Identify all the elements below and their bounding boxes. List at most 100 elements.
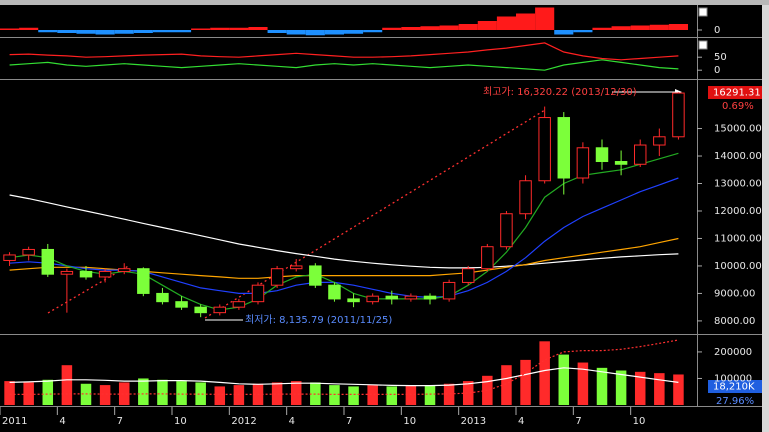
bar	[405, 385, 417, 405]
bar	[19, 27, 39, 30]
bar	[558, 354, 570, 405]
candle-body	[309, 265, 322, 286]
bar	[420, 26, 440, 30]
volume-tag-box	[708, 380, 762, 393]
bar	[668, 24, 688, 30]
candle-body	[672, 92, 685, 138]
bar	[577, 362, 589, 405]
candle-body	[423, 295, 437, 300]
y-tick-label: 9000.00	[714, 288, 755, 299]
panel-button[interactable]	[698, 40, 708, 50]
bar	[324, 30, 344, 35]
bar	[191, 28, 211, 30]
bar	[42, 379, 54, 405]
y-tick-label: 15000.00	[714, 124, 762, 135]
candle-body	[79, 270, 93, 278]
x-tick-label: 4	[518, 416, 524, 427]
candle-body	[576, 147, 590, 179]
bar	[477, 21, 497, 30]
candle-body	[519, 180, 532, 215]
bar	[305, 30, 325, 36]
bar	[535, 7, 555, 30]
price-tag-box	[708, 86, 762, 99]
high-label: 최고가: 16,320.22 (2013/12/30)	[483, 86, 637, 98]
bar	[23, 382, 34, 405]
bar	[114, 30, 134, 34]
x-tick-label: 7	[117, 416, 123, 427]
bar	[611, 26, 631, 30]
volume-ratio: 27.96%	[716, 396, 754, 407]
bar	[210, 27, 230, 30]
series-line	[9, 42, 679, 61]
candle-body	[175, 301, 188, 308]
candle-body	[633, 144, 647, 165]
candle-body	[41, 248, 55, 275]
x-tick-label: 2013	[461, 416, 486, 427]
candle-body	[595, 147, 609, 163]
y-tick-label: 8000.00	[714, 316, 755, 327]
price-tag: 16291.31	[713, 88, 761, 99]
bar	[271, 382, 283, 405]
candle-body	[232, 301, 246, 308]
bar	[214, 386, 226, 405]
bar	[458, 24, 478, 30]
y-tick-label: 14000.00	[714, 151, 762, 162]
low-label: 최저가: 8,135.79 (2011/11/25)	[245, 314, 392, 326]
candle-body	[98, 270, 112, 278]
y-tick-label: 10000.00	[714, 261, 762, 272]
y-tick-label: 12000.00	[714, 206, 762, 217]
candle-body	[404, 295, 418, 300]
x-tick-label: 10	[403, 416, 416, 427]
bar	[152, 30, 172, 33]
bar	[439, 25, 459, 30]
volume-tag: 18,210K	[713, 382, 755, 393]
x-tick-label: 10	[633, 416, 646, 427]
candle-body	[366, 295, 379, 303]
bar	[76, 30, 96, 34]
candle-body	[213, 306, 227, 314]
bar	[4, 381, 15, 405]
bar	[248, 27, 268, 30]
bar	[195, 382, 206, 405]
candle-body	[461, 268, 475, 283]
bar	[61, 365, 73, 405]
bar	[0, 28, 20, 30]
series-line	[9, 194, 679, 269]
bar	[596, 367, 608, 405]
bar	[520, 359, 531, 405]
bar	[99, 385, 111, 405]
bar	[649, 24, 669, 30]
bar	[462, 381, 474, 405]
bar	[634, 371, 646, 405]
y-tick-label: 0	[714, 65, 720, 76]
bar	[539, 341, 550, 405]
bar	[176, 381, 187, 405]
scrollbar[interactable]	[762, 5, 769, 432]
bar	[424, 385, 436, 405]
candle-body	[60, 270, 74, 275]
bar	[615, 370, 627, 405]
series-line	[9, 367, 679, 387]
candle-body	[442, 281, 456, 300]
x-tick-label: 4	[289, 416, 295, 427]
bar	[138, 378, 149, 405]
x-tick-label: 7	[575, 416, 581, 427]
bar	[496, 16, 516, 30]
bar	[630, 25, 650, 30]
bar	[363, 30, 383, 33]
candle-body	[137, 268, 150, 294]
x-tick-label: 2012	[231, 416, 256, 427]
y-tick-label: 200000	[714, 347, 752, 358]
candle-body	[614, 161, 628, 165]
bar	[329, 385, 340, 405]
bar	[57, 30, 77, 33]
candle-body	[557, 117, 571, 179]
bar	[133, 30, 153, 33]
panel-borders	[0, 5, 762, 407]
bar	[367, 385, 378, 405]
y-tick-label: 13000.00	[714, 179, 762, 190]
panel-button[interactable]	[698, 7, 708, 17]
candle-body	[3, 254, 16, 261]
candle-body	[328, 284, 341, 300]
